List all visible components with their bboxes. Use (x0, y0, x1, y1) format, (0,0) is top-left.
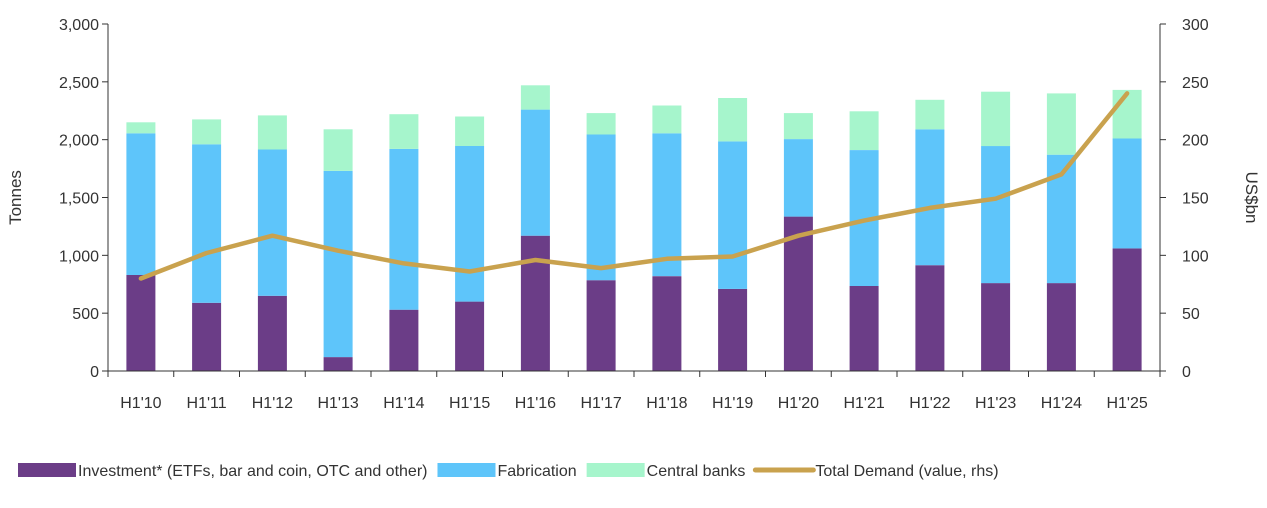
bar-segment (586, 280, 616, 371)
y-axis-title: Tonnes (6, 170, 25, 225)
x-tick-label: H1'18 (646, 395, 687, 412)
legend-label: Fabrication (497, 463, 576, 480)
y2-tick-label: 200 (1182, 133, 1209, 150)
y2-tick-label: 50 (1182, 306, 1200, 323)
x-tick-label: H1'23 (975, 395, 1016, 412)
bar-segment (520, 235, 550, 371)
bar-segment (389, 148, 419, 310)
x-tick-label: H1'16 (515, 395, 556, 412)
x-tick-label: H1'20 (778, 395, 819, 412)
x-tick-label: H1'25 (1106, 395, 1147, 412)
bar-segment (1046, 93, 1076, 155)
bar-segment (783, 216, 813, 371)
y-tick-label: 0 (90, 364, 99, 381)
legend-swatch (437, 463, 496, 477)
x-tick-label: H1'22 (909, 395, 950, 412)
bar-segment (783, 139, 813, 217)
x-tick-label: H1'19 (712, 395, 753, 412)
bar-segment (586, 134, 616, 281)
bar-segment (455, 146, 485, 302)
bar-segment (520, 109, 550, 236)
bar-segment (257, 295, 287, 371)
line-layer (138, 91, 1130, 281)
y2-tick-label: 150 (1182, 191, 1209, 208)
bar-segment (981, 91, 1011, 147)
bar-segment (718, 141, 748, 289)
bar-segment (652, 105, 682, 134)
y2-axis-title: US$bn (1242, 172, 1261, 224)
x-tick-label: H1'17 (580, 395, 621, 412)
bar-segment (1112, 248, 1142, 371)
bar-segment (455, 116, 485, 146)
bar-segment (192, 302, 222, 371)
x-tick-label: H1'15 (449, 395, 490, 412)
x-tick-label: H1'14 (383, 395, 424, 412)
bars-layer (126, 85, 1142, 371)
bar-segment (389, 114, 419, 149)
bar-segment (1046, 283, 1076, 371)
y-tick-label: 2,000 (59, 133, 99, 150)
bar-segment (981, 283, 1011, 371)
y2-tick-label: 250 (1182, 75, 1209, 92)
axes-layer: 0 500 1,000 1,500 2,000 2,500 3,000 0 50 100 150 20… (6, 17, 1261, 412)
legend: Investment* (ETFs, bar and coin, OTC and… (18, 463, 999, 480)
legend-label: Central banks (647, 463, 746, 480)
bar-segment (257, 149, 287, 296)
bar-segment (126, 275, 156, 371)
y-tick-label: 500 (72, 306, 99, 323)
legend-swatch (586, 463, 645, 477)
bar-segment (126, 122, 156, 134)
bar-segment (323, 357, 353, 371)
bar-segment (1112, 89, 1142, 139)
bar-segment (323, 129, 353, 171)
total-demand-line (138, 91, 1130, 281)
bar-segment (1112, 138, 1142, 249)
y-tick-label: 3,000 (59, 17, 99, 34)
x-tick-label: H1'10 (120, 395, 161, 412)
y-tick-label: 1,000 (59, 248, 99, 265)
bar-segment (783, 113, 813, 140)
bar-segment (323, 170, 353, 358)
x-tick-label: H1'11 (187, 395, 227, 412)
bar-segment (192, 144, 222, 303)
bar-segment (257, 115, 287, 150)
bar-segment (455, 301, 485, 371)
y2-tick-label: 300 (1182, 17, 1209, 34)
bar-segment (718, 98, 748, 142)
bar-segment (520, 85, 550, 110)
x-tick-label: H1'21 (843, 395, 884, 412)
bar-segment (652, 276, 682, 371)
x-tick-label: H1'12 (252, 395, 293, 412)
legend-label: Total Demand (value, rhs) (815, 463, 998, 480)
bar-segment (652, 133, 682, 277)
y2-tick-label: 100 (1182, 248, 1209, 265)
bar-segment (915, 129, 945, 266)
bar-segment (126, 133, 156, 275)
y2-tick-label: 0 (1182, 364, 1191, 381)
y-tick-label: 2,500 (59, 75, 99, 92)
bar-segment (915, 99, 945, 130)
legend-label: Investment* (ETFs, bar and coin, OTC and… (78, 463, 427, 480)
bar-segment (849, 286, 879, 371)
bar-segment (981, 146, 1011, 284)
bar-segment (389, 309, 419, 371)
x-tick-label: H1'13 (317, 395, 358, 412)
bar-segment (718, 288, 748, 371)
bar-segment (915, 265, 945, 371)
y-tick-label: 1,500 (59, 191, 99, 208)
legend-swatch (18, 463, 76, 477)
x-tick-label: H1'24 (1041, 395, 1082, 412)
bar-segment (586, 113, 616, 135)
bar-segment (192, 119, 222, 145)
bar-segment (849, 111, 879, 150)
